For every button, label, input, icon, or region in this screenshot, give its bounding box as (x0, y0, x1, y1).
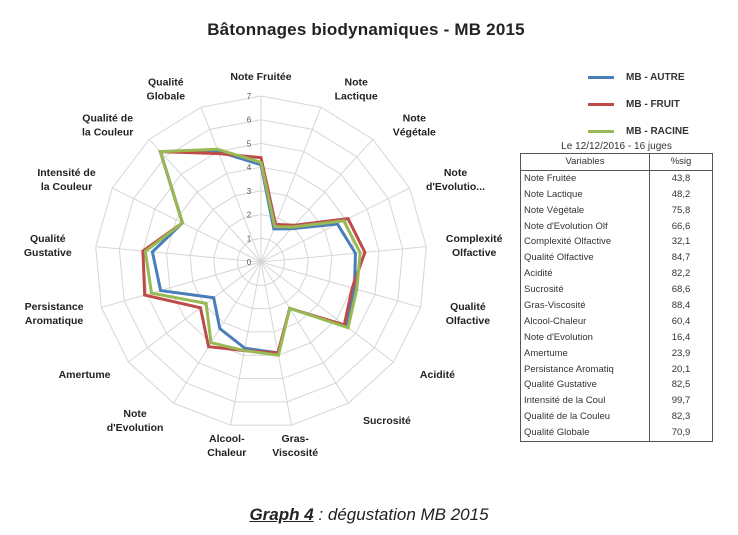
variable-name: Sucrosité (524, 284, 564, 296)
legend-item: MB - RACINE (588, 118, 689, 145)
legend-label: MB - AUTRE (626, 72, 685, 83)
table-row: Note Fruitée 43,8 (521, 170, 713, 187)
table-row: Persistance Aromatiq 20,1 (521, 361, 713, 378)
radial-tick-label: 1 (247, 234, 252, 243)
radial-tick-label: 3 (247, 187, 252, 196)
sig-value: 99,7 (649, 393, 713, 410)
variable-name: Note d'Evolution (524, 331, 593, 343)
legend-line-icon (588, 103, 614, 106)
sig-value: 84,7 (649, 250, 713, 267)
sig-value: 60,4 (649, 313, 713, 330)
sig-value: 48,2 (649, 186, 713, 203)
legend-label: MB - RACINE (626, 126, 689, 137)
axis-label: Note Végétale (393, 113, 436, 139)
table-row: Qualité Globale 70,9 (521, 425, 713, 442)
variable-name: Persistance Aromatiq (524, 363, 614, 375)
sig-value: 82,3 (649, 409, 713, 426)
legend-label: MB - FRUIT (626, 99, 680, 110)
variable-name: Amertume (524, 347, 568, 359)
variable-name: Note Fruitée (524, 172, 577, 184)
variable-name: Alcool-Chaleur (524, 315, 587, 327)
table-row: Acidité 82,2 (521, 266, 713, 283)
chart-title: Bâtonnages biodynamiques - MB 2015 (207, 20, 525, 39)
table-row: Note d'Evolution Olf 66,6 (521, 218, 713, 235)
sig-value: 82,5 (649, 377, 713, 394)
table-row: Qualité Gustative 82,5 (521, 377, 713, 394)
radial-tick-label: 4 (247, 163, 252, 172)
axis-label: Note Fruitée (230, 71, 291, 83)
legend-line-icon (588, 130, 614, 133)
series-line-0 (150, 149, 357, 355)
table-row: Amertume 23,9 (521, 345, 713, 362)
axis-label: Alcool-Chaleur (207, 433, 246, 459)
variable-name: Qualité Globale (524, 427, 590, 439)
table-row: Alcool-Chaleur 60,4 (521, 313, 713, 330)
sig-value: 43,8 (649, 170, 713, 187)
legend: MB - AUTRE MB - FRUIT MB - RACINE (588, 64, 689, 145)
table-row: Sucrosité 68,6 (521, 282, 713, 299)
table-row: Gras-Viscosité 88,4 (521, 298, 713, 314)
axis-label: Amertume (59, 369, 111, 381)
sig-value: 16,4 (649, 329, 713, 346)
header-variables: Variables (520, 153, 650, 171)
caption-text: : dégustation MB 2015 (313, 505, 489, 524)
variable-name: Complexité Olfactive (524, 236, 612, 248)
variable-name: Intensité de la Coul (524, 395, 606, 407)
table-row: Complexité Olfactive 32,1 (521, 234, 713, 251)
variable-name: Qualité Gustative (524, 379, 597, 391)
axis-label: Qualité de la Couleur (82, 113, 133, 139)
radial-tick-label: 6 (247, 116, 252, 125)
caption-label: Graph 4 (249, 505, 314, 524)
variable-name: Acidité (524, 268, 553, 280)
axis-label: Note d'Evolution (107, 408, 164, 434)
variable-name: Qualité de la Couleu (524, 411, 611, 423)
header-sig: %sig (649, 153, 713, 171)
sig-value: 82,2 (649, 266, 713, 283)
sig-value: 32,1 (649, 234, 713, 251)
table-row: Note Lactique 48,2 (521, 186, 713, 203)
radial-tick-label: 2 (247, 211, 252, 220)
variable-name: Gras-Viscosité (524, 299, 586, 311)
radar-grid (95, 95, 427, 426)
axis-label: Qualité Olfactive (446, 301, 491, 327)
series-line-2 (143, 147, 362, 357)
sig-value: 66,6 (649, 218, 713, 235)
variable-name: Note Végétale (524, 204, 585, 216)
table-row: Qualité de la Couleu 82,3 (521, 409, 713, 426)
variable-name: Note Lactique (524, 188, 583, 200)
axis-label: Qualité Gustative (24, 233, 72, 259)
sig-value: 75,8 (649, 202, 713, 219)
axis-label: Sucrosité (363, 415, 411, 427)
sig-value: 20,1 (649, 361, 713, 378)
axis-label: Persistance Aromatique (25, 301, 84, 327)
table-row: Note d'Evolution 16,4 (521, 329, 713, 346)
sig-value: 68,6 (649, 282, 713, 299)
axis-label: Acidité (420, 369, 455, 381)
axis-label: Gras-Viscosité (272, 433, 318, 459)
figure-caption: Graph 4 : dégustation MB 2015 (0, 505, 738, 525)
axis-label: Complexité Olfactive (446, 233, 503, 259)
legend-line-icon (588, 76, 614, 79)
table-caption: Le 12/12/2016 - 16 juges (561, 141, 672, 152)
axis-label: Note Lactique (335, 77, 378, 103)
table-row: Qualité Olfactive 84,7 (521, 250, 713, 267)
legend-item: MB - AUTRE (588, 64, 689, 91)
variable-name: Qualité Olfactive (524, 252, 594, 264)
radial-tick-label: 0 (247, 258, 252, 267)
table-row: Note Végétale 75,8 (521, 202, 713, 219)
radial-tick-label: 7 (247, 92, 252, 101)
significance-table: Le 12/12/2016 - 16 juges Variables %sig … (520, 140, 713, 443)
legend-item: MB - FRUIT (588, 91, 689, 118)
radial-tick-label: 5 (247, 139, 252, 148)
variable-name: Note d'Evolution Olf (524, 220, 608, 232)
axis-label: Note d'Evolutio... (426, 167, 485, 193)
axis-label: Qualité Globale (147, 77, 186, 103)
sig-value: 88,4 (649, 298, 713, 314)
axis-label: Intensité de la Couleur (37, 167, 96, 193)
sig-value: 70,9 (649, 425, 713, 442)
table-row: Intensité de la Coul 99,7 (521, 393, 713, 410)
sig-value: 23,9 (649, 345, 713, 362)
